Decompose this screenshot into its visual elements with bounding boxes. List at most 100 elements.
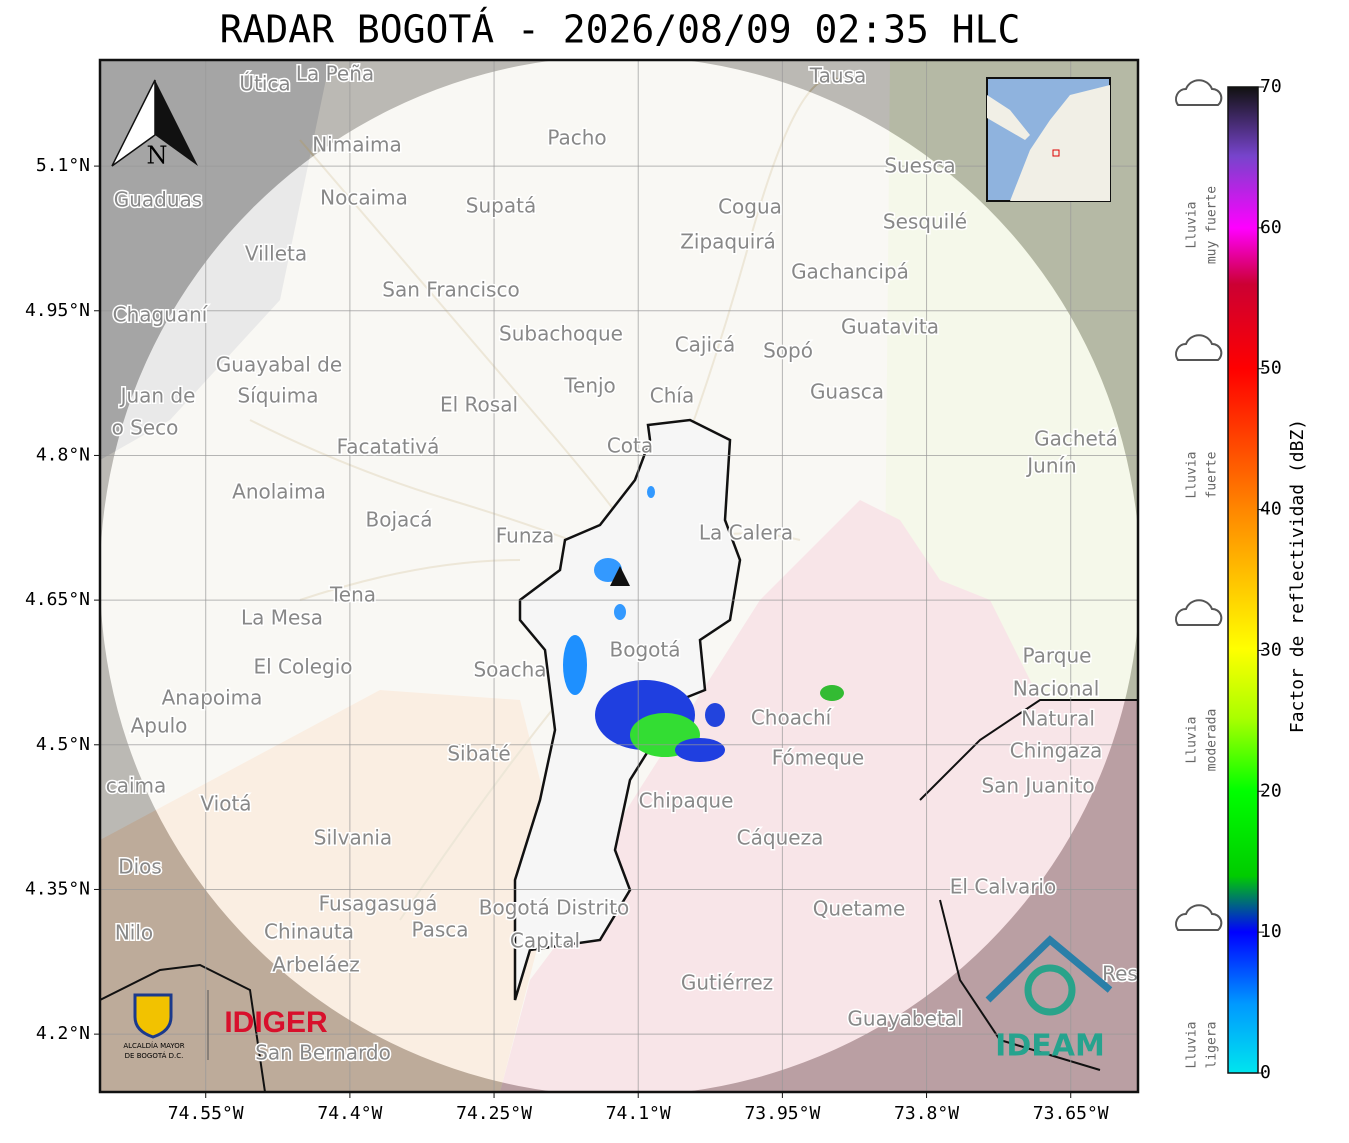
place-label: Soacha	[473, 658, 546, 682]
place-label: Fusagasugá	[319, 892, 438, 916]
place-label: El Colegio	[253, 655, 352, 679]
map-frame	[98, 58, 1140, 1094]
place-label: Chinauta	[264, 920, 354, 944]
graticule	[100, 60, 1138, 1092]
cloud-icon	[1175, 79, 1223, 106]
place-label: Bogotá Distrito	[479, 896, 629, 920]
echo	[614, 604, 626, 620]
place-label: Fómeque	[772, 746, 865, 770]
axes: 74.55°W 74.4°W 74.25°W 74.1°W 73.95°W 73.8°W 7…	[25, 155, 1109, 1124]
place-label: Funza	[496, 524, 555, 548]
rain-level: Lluvia muy fuerte	[1175, 79, 1223, 264]
colorbar-tick-label: 10	[1260, 921, 1282, 942]
x-tick-label: 74.55°W	[168, 1103, 244, 1124]
place-label: Natural	[1021, 707, 1095, 731]
x-tick-label: 74.1°W	[606, 1103, 671, 1124]
place-label: Gutiérrez	[681, 971, 773, 995]
place-label: Sesquilé	[883, 210, 967, 234]
north-arrow: N	[111, 79, 198, 170]
x-tick-label: 74.25°W	[456, 1103, 532, 1124]
place-label: La Mesa	[241, 606, 323, 630]
place-label: Nacional	[1013, 677, 1100, 701]
place-label: Suesca	[884, 154, 955, 178]
place-label: Silvania	[314, 826, 392, 850]
place-label: Nocaima	[320, 186, 408, 210]
x-tick-label: 73.95°W	[744, 1103, 820, 1124]
place-label: Tenjo	[563, 374, 616, 398]
inset-map	[986, 77, 1111, 202]
rain-level-label: Lluvia	[1185, 202, 1200, 249]
place-label: o Seco	[112, 416, 179, 440]
colorbar-tick-label: 40	[1260, 499, 1282, 520]
x-tick-label: 73.65°W	[1033, 1103, 1109, 1124]
place-label: Anapoima	[162, 686, 263, 710]
place-labels: Útica La Peña Tausa Pacho Nimaima Suesca Guadu…	[104, 60, 1138, 1066]
place-label: Cota	[607, 434, 653, 458]
place-label: La Peña	[296, 62, 374, 86]
y-tick-label: 4.35°N	[25, 878, 90, 899]
y-tick-label: 5.1°N	[36, 155, 90, 176]
echo	[563, 635, 587, 695]
place-label: Guasca	[810, 380, 884, 404]
place-label: Bojacá	[365, 508, 432, 532]
rain-level: Lluvia fuerte	[1175, 334, 1223, 499]
place-label: Facatativá	[337, 435, 440, 459]
place-label: Bogotá	[610, 638, 681, 662]
rain-level-label: Lluvia	[1185, 452, 1200, 499]
place-label: Chaguaní	[113, 303, 209, 327]
map: Útica La Peña Tausa Pacho Nimaima Suesca Guadu…	[100, 60, 1138, 1092]
y-tick-label: 4.65°N	[25, 589, 90, 610]
place-label: Quetame	[813, 897, 906, 921]
place-label: San Juanito	[981, 774, 1094, 798]
x-tick-label: 73.8°W	[894, 1103, 959, 1124]
y-tick-label: 4.95°N	[25, 300, 90, 321]
y-tick-label: 4.5°N	[36, 734, 90, 755]
colorbar-tick-label: 60	[1260, 217, 1282, 238]
place-label: Nilo	[115, 921, 153, 945]
radar-site	[610, 566, 630, 586]
colorbar-tick-label: 50	[1260, 358, 1282, 379]
colorbar-tick-label: 20	[1260, 780, 1282, 801]
place-label: Gachancipá	[791, 260, 909, 284]
echo	[675, 738, 725, 762]
place-label: Guayabetal	[847, 1007, 962, 1031]
place-label: Zipaquirá	[680, 230, 776, 254]
place-label: caima	[106, 774, 167, 798]
colorbar-tick-label: 0	[1260, 1062, 1271, 1083]
place-label: Sopó	[763, 339, 813, 363]
place-label: Síquima	[238, 384, 319, 408]
echo	[647, 486, 655, 498]
echo	[705, 703, 725, 727]
place-label: Dios	[118, 855, 162, 879]
rain-level-label: fuerte	[1205, 451, 1220, 498]
place-label: Cáqueza	[737, 826, 824, 850]
place-label: Cajicá	[675, 333, 736, 357]
colorbar	[1227, 86, 1259, 1074]
echo	[820, 685, 844, 701]
place-label: Parque	[1023, 644, 1092, 668]
place-label: Cogua	[718, 195, 782, 219]
place-label: Villeta	[245, 242, 307, 266]
place-label: Choachí	[751, 706, 833, 730]
rain-legend: Lluvia muy fuerte Lluvia fuerte Lluvia modera…	[1175, 79, 1223, 1068]
north-label: N	[147, 142, 168, 170]
place-label: Pacho	[547, 126, 606, 150]
place-label: San Francisco	[382, 278, 519, 302]
place-label: Guaduas	[114, 188, 202, 212]
place-label: Res	[1102, 962, 1138, 986]
place-label: Juan de	[119, 384, 196, 408]
place-label: El Calvario	[950, 875, 1056, 899]
place-label: Sibaté	[447, 742, 510, 766]
place-label: Apulo	[131, 714, 188, 738]
radar-echoes	[563, 486, 844, 762]
place-label: Guatavita	[841, 315, 939, 339]
rain-level: Lluvia ligera	[1175, 904, 1223, 1068]
place-label: Tausa	[809, 64, 867, 88]
place-label: Chía	[650, 384, 694, 408]
boundary	[100, 963, 266, 1092]
place-label: Supatá	[466, 194, 536, 218]
colorbar-ticks: 0 10 20 30 40 50 60 70	[1258, 76, 1282, 1083]
place-label: Útica	[239, 72, 290, 96]
rain-level: Lluvia moderada	[1175, 599, 1223, 771]
place-label: Chingaza	[1010, 739, 1103, 763]
